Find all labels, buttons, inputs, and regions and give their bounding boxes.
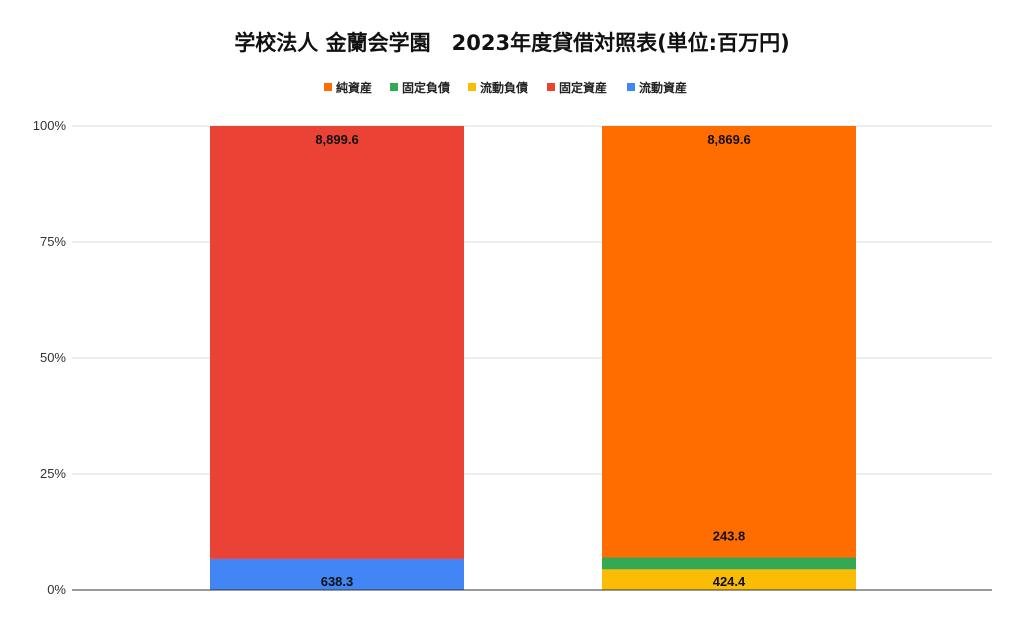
legend-swatch bbox=[468, 83, 476, 91]
bars bbox=[210, 126, 856, 590]
y-tick-label: 50% bbox=[40, 350, 66, 365]
bar-segment bbox=[210, 126, 464, 559]
legend-label: 純資産 bbox=[336, 80, 372, 95]
data-label: 243.8 bbox=[713, 528, 746, 543]
bar-segment bbox=[602, 557, 856, 570]
legend-label: 流動負債 bbox=[480, 80, 528, 95]
y-tick-label: 75% bbox=[40, 234, 66, 249]
legend-label: 固定負債 bbox=[402, 80, 450, 95]
legend: 純資産 固定負債 流動負債 固定資産 流動資産 bbox=[324, 80, 687, 95]
legend-swatch bbox=[547, 83, 555, 91]
bar-segment bbox=[602, 126, 856, 558]
data-label: 8,869.6 bbox=[707, 132, 750, 147]
data-label: 8,899.6 bbox=[315, 132, 358, 147]
legend-swatch bbox=[627, 83, 635, 91]
bar-segment bbox=[602, 569, 856, 590]
legend-label: 固定資産 bbox=[559, 80, 607, 95]
chart-title: 学校法人 金蘭会学園 2023年度貸借対照表(単位:百万円) bbox=[234, 31, 789, 55]
bar-segment bbox=[210, 558, 464, 590]
y-tick-label: 25% bbox=[40, 466, 66, 481]
data-labels: 638.3 8,899.6 424.4 243.8 8,869.6 bbox=[315, 132, 750, 589]
data-label: 424.4 bbox=[713, 574, 746, 589]
legend-label: 流動資産 bbox=[639, 80, 687, 95]
y-axis: 0% 25% 50% 75% 100% bbox=[33, 118, 67, 597]
y-tick-label: 100% bbox=[33, 118, 67, 133]
legend-swatch bbox=[324, 83, 332, 91]
data-label: 638.3 bbox=[321, 574, 354, 589]
y-tick-label: 0% bbox=[47, 582, 66, 597]
legend-swatch bbox=[390, 83, 398, 91]
